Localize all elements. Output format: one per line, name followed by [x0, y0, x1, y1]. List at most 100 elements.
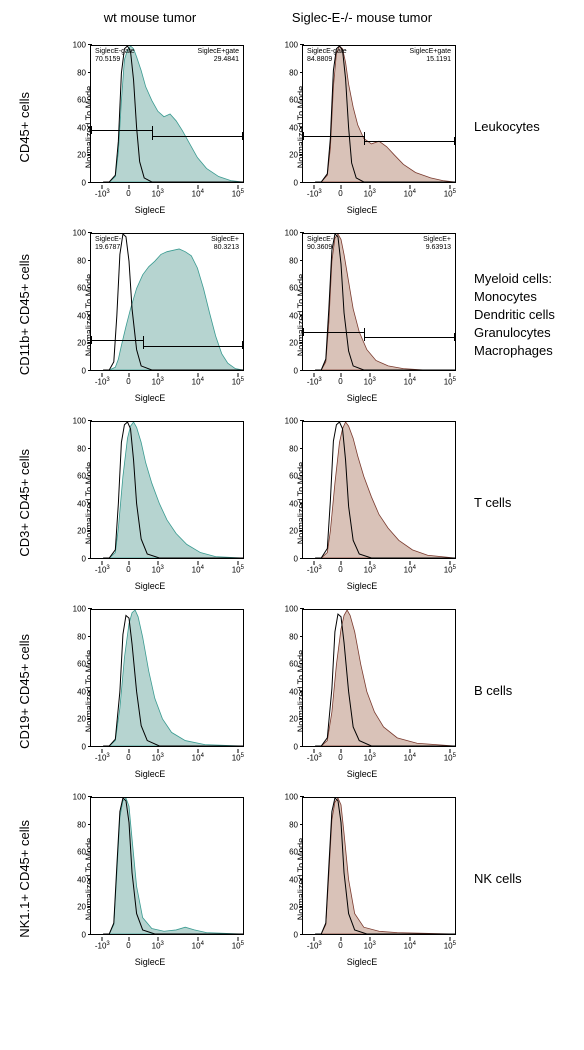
x-tick: 103 — [152, 941, 164, 951]
y-ticks: 020406080100 — [70, 233, 88, 371]
plot-area — [90, 797, 244, 935]
gate-tick — [303, 132, 304, 140]
gate-tick — [364, 333, 365, 341]
x-axis-label: SiglecE — [347, 393, 378, 403]
y-tick: 20 — [77, 903, 86, 912]
y-tick: 100 — [285, 417, 298, 426]
y-tick: 20 — [77, 151, 86, 160]
side-label-1: Myeloid cells:MonocytesDendritic cellsGr… — [474, 270, 584, 361]
x-axis-label: SiglecE — [135, 769, 166, 779]
y-tick: 0 — [82, 179, 86, 188]
y-tick: 20 — [289, 715, 298, 724]
gate-tick — [152, 132, 153, 140]
side-label-0: Leukocytes — [474, 118, 584, 136]
plot-area: SiglecE-19.6787SiglecE+80.3213 — [90, 233, 244, 371]
row-label-0: CD45+ cells — [17, 92, 32, 162]
x-ticks: -1030103104105 — [90, 937, 244, 951]
gate-tick — [91, 126, 92, 134]
y-tick: 40 — [289, 311, 298, 320]
gate-neg-label: SiglecE-gate70.5159 — [95, 48, 135, 63]
x-tick: 0 — [338, 377, 342, 386]
y-tick: 100 — [73, 41, 86, 50]
y-tick: 40 — [289, 875, 298, 884]
y-tick: 80 — [77, 256, 86, 265]
x-tick: 104 — [404, 941, 416, 951]
x-axis-label: SiglecE — [135, 393, 166, 403]
y-tick: 60 — [77, 660, 86, 669]
x-tick: -103 — [95, 753, 110, 763]
sample-histogram — [315, 234, 455, 370]
x-tick: 103 — [364, 565, 376, 575]
x-tick: 0 — [338, 189, 342, 198]
y-tick: 0 — [82, 743, 86, 752]
column-header-1: Siglec-E-/- mouse tumor — [262, 10, 462, 29]
y-tick: 20 — [77, 339, 86, 348]
histogram-panel-wt-row0: Normalized To Mode020406080100SiglecE-ga… — [50, 37, 250, 217]
plot-area — [90, 609, 244, 747]
plot-area: SiglecE-gate84.8809SiglecE+gate15.1191 — [302, 45, 456, 183]
gate-pos-label: SiglecE+9.63913 — [423, 236, 451, 251]
y-tick: 0 — [82, 367, 86, 376]
y-tick: 60 — [289, 660, 298, 669]
y-ticks: 020406080100 — [282, 609, 300, 747]
y-tick: 60 — [77, 848, 86, 857]
gate-bar-neg — [91, 340, 143, 341]
y-tick: 60 — [289, 472, 298, 481]
x-tick: 105 — [444, 941, 456, 951]
x-tick: -103 — [95, 189, 110, 199]
y-tick: 100 — [73, 793, 86, 802]
x-tick: 104 — [192, 377, 204, 387]
gate-bar-pos — [152, 136, 243, 137]
sample-histogram — [103, 798, 243, 934]
x-tick: 105 — [232, 753, 244, 763]
x-tick: -103 — [307, 941, 322, 951]
x-axis-label: SiglecE — [135, 581, 166, 591]
gate-bar-neg — [303, 332, 364, 333]
x-tick: 103 — [152, 565, 164, 575]
y-tick: 40 — [77, 311, 86, 320]
x-tick: -103 — [95, 377, 110, 387]
x-tick: 103 — [364, 377, 376, 387]
x-axis-label: SiglecE — [347, 205, 378, 215]
side-label-2: T cells — [474, 494, 584, 512]
x-ticks: -1030103104105 — [90, 561, 244, 575]
gate-tick — [454, 333, 455, 341]
x-tick: 104 — [192, 189, 204, 199]
x-tick: 0 — [338, 941, 342, 950]
x-axis-label: SiglecE — [347, 769, 378, 779]
row-label-2: CD3+ CD45+ cells — [17, 449, 32, 557]
plot-area — [302, 609, 456, 747]
side-label-4: NK cells — [474, 870, 584, 888]
column-header-0: wt mouse tumor — [50, 10, 250, 29]
y-tick: 40 — [289, 123, 298, 132]
gate-neg-label: SiglecE-gate84.8809 — [307, 48, 347, 63]
x-tick: -103 — [95, 565, 110, 575]
x-tick: 0 — [126, 941, 130, 950]
flow-cytometry-figure: wt mouse tumor Siglec-E-/- mouse tumor CD4… — [10, 10, 574, 969]
x-tick: 103 — [364, 753, 376, 763]
y-ticks: 020406080100 — [282, 797, 300, 935]
y-tick: 80 — [289, 444, 298, 453]
sample-histogram — [103, 422, 243, 558]
x-tick: 104 — [404, 377, 416, 387]
y-tick: 80 — [77, 632, 86, 641]
y-ticks: 020406080100 — [70, 609, 88, 747]
y-tick: 100 — [285, 41, 298, 50]
y-ticks: 020406080100 — [70, 797, 88, 935]
y-tick: 80 — [289, 68, 298, 77]
y-tick: 20 — [289, 151, 298, 160]
gate-neg-label: SiglecE-19.6787 — [95, 236, 121, 251]
y-tick: 20 — [77, 527, 86, 536]
y-tick: 100 — [285, 793, 298, 802]
y-tick: 100 — [285, 605, 298, 614]
x-axis-label: SiglecE — [347, 581, 378, 591]
y-tick: 80 — [77, 820, 86, 829]
x-tick: -103 — [307, 753, 322, 763]
x-axis-label: SiglecE — [135, 957, 166, 967]
y-tick: 20 — [289, 903, 298, 912]
y-tick: 80 — [77, 444, 86, 453]
y-tick: 60 — [289, 284, 298, 293]
gate-tick — [454, 137, 455, 145]
histogram-panel-wt-row2: Normalized To Mode020406080100-103010310… — [50, 413, 250, 593]
y-tick: 100 — [285, 229, 298, 238]
